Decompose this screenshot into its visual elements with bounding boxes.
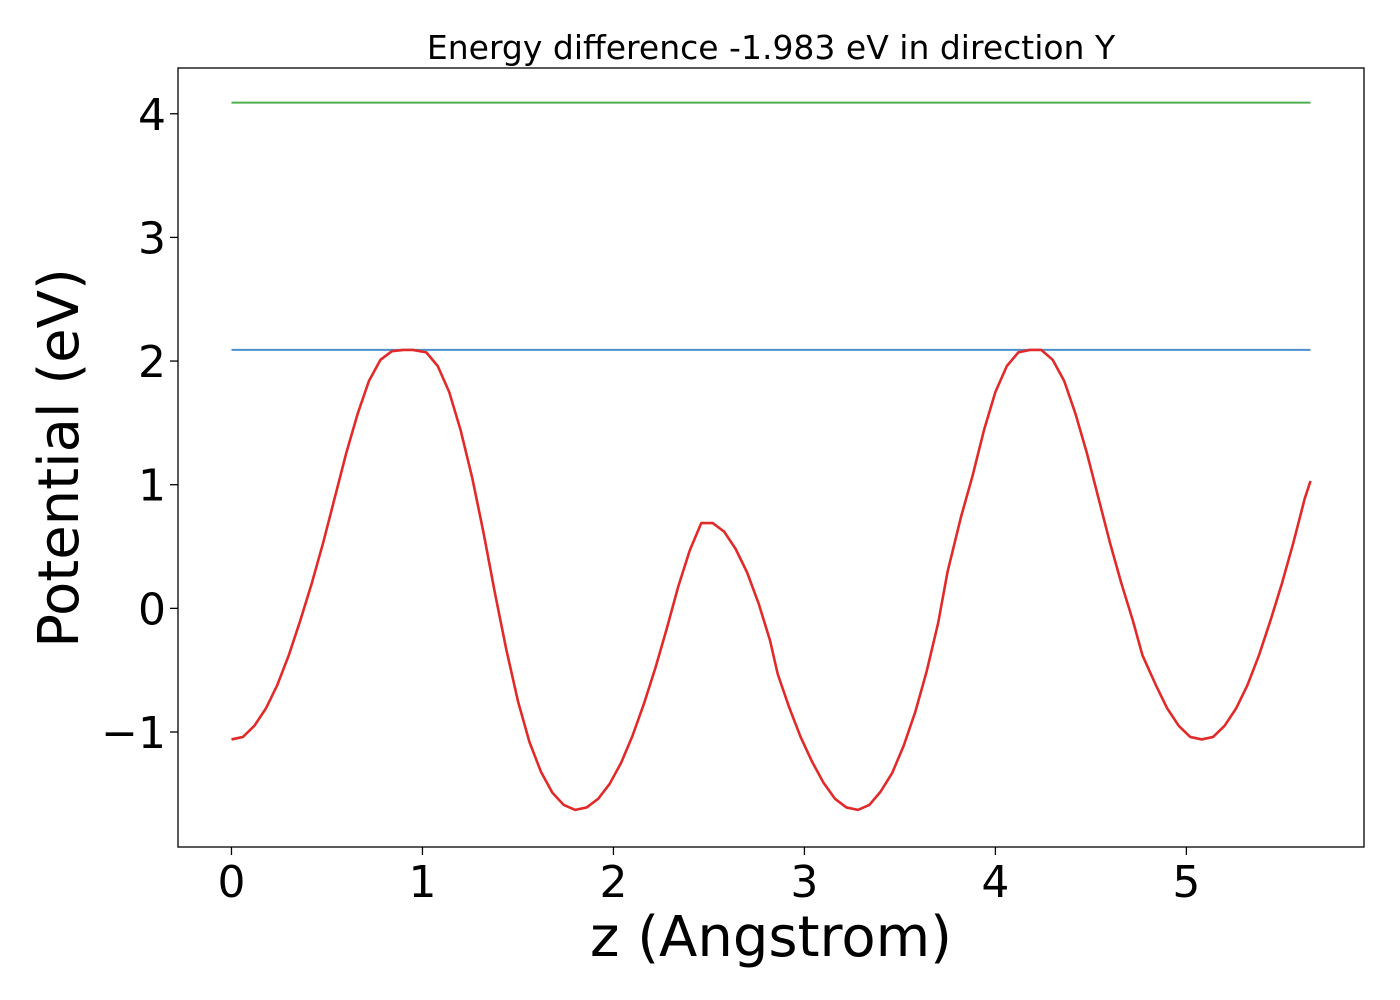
x-axis: 0 1 2 3 4 5 — [217, 847, 1200, 908]
x-tick-label: 0 — [217, 857, 245, 908]
y-axis-label: Potential (eV) — [27, 268, 92, 648]
x-tick-label: 3 — [790, 857, 818, 908]
y-axis: −1 0 1 2 3 4 — [101, 90, 178, 759]
x-tick-label: 5 — [1172, 857, 1200, 908]
x-tick-label: 1 — [408, 857, 436, 908]
plot-frame — [177, 67, 1365, 848]
y-tick-label: 3 — [138, 213, 166, 264]
y-tick-label: −1 — [101, 708, 166, 759]
series-line-2 — [231, 348, 1312, 812]
y-tick-label: 1 — [138, 461, 166, 512]
x-tick-label: 4 — [981, 857, 1009, 908]
x-axis-label: z (Angstrom) — [590, 905, 952, 970]
y-tick-label: 4 — [138, 90, 166, 141]
x-tick-label: 2 — [599, 857, 627, 908]
y-tick-label: 0 — [138, 584, 166, 635]
series-layer — [231, 101, 1312, 812]
chart-title: Energy difference -1.983 eV in direction… — [427, 28, 1116, 67]
y-tick-label: 2 — [138, 337, 166, 388]
